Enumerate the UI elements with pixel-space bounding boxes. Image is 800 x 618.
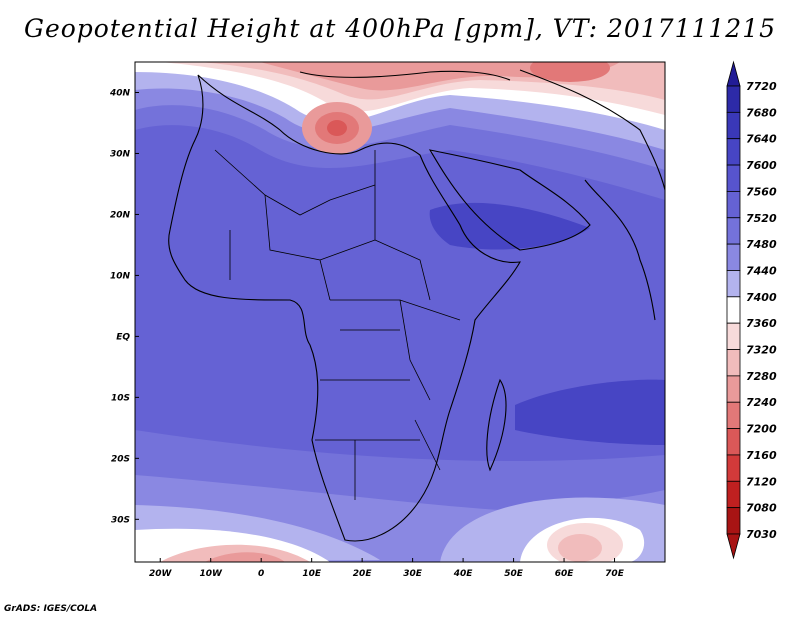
latitude-axis: 40N 30N 20N 10N EQ 10S 20S 30S (109, 88, 139, 525)
colorbar-bottom-arrow (726, 533, 741, 560)
colorbar-segment (726, 322, 741, 350)
colorbar-level-label: 7280 (746, 370, 777, 383)
lon-tick-label: 50E (504, 569, 524, 579)
country-borders (214, 149, 461, 500)
lat-tick-label: EQ (116, 332, 130, 342)
map-frame (134, 61, 666, 563)
colorbar-level-label: 7560 (746, 185, 777, 198)
lon-tick-label: 20W (149, 569, 173, 579)
lon-tick-label: 60E (555, 569, 575, 579)
lon-tick-label: 0 (258, 569, 264, 579)
lat-tick-label: 20N (110, 210, 131, 220)
colorbar-segment (726, 85, 741, 113)
colorbar-segment (726, 164, 741, 192)
colorbar-segment (726, 296, 741, 324)
colorbar-level-label: 7680 (746, 106, 777, 119)
colorbar-level-label: 7200 (746, 423, 777, 436)
grads-credit: GrADS: IGES/COLA (4, 604, 98, 614)
colorbar-level-label: 7030 (746, 528, 777, 541)
lon-tick-label: 70E (605, 569, 625, 579)
colorbar-level-label: 7400 (746, 291, 777, 304)
lon-tick-label: 30E (403, 569, 423, 579)
colorbar-segment (726, 401, 741, 429)
colorbar-level-label: 7520 (746, 212, 777, 225)
lon-tick-label: 20E (353, 569, 373, 579)
colorbar-level-label: 7240 (746, 396, 777, 409)
colorbar-level-label: 7440 (746, 264, 777, 277)
map-field (135, 62, 665, 562)
colorbar-level-label: 7160 (746, 449, 777, 462)
coastlines (168, 69, 665, 542)
lat-tick-label: 10S (111, 393, 130, 403)
colorbar-segment (726, 349, 741, 377)
colorbar-level-label: 7720 (746, 80, 777, 93)
colorbar-level-label: 7360 (746, 317, 777, 330)
page-title: Geopotential Height at 400hPa [gpm], VT:… (23, 14, 777, 43)
colorbar-level-label: 7480 (746, 238, 777, 251)
colorbar-segment (726, 191, 741, 219)
lon-tick-label: 40E (453, 569, 474, 579)
colorbar-level-label: 7120 (746, 475, 777, 488)
colorbar-segment (726, 507, 741, 535)
longitude-axis: 20W 10W 0 10E 20E 30E 40E 50E 60E 70E (149, 558, 625, 579)
colorbar-segment (726, 138, 741, 166)
colorbar-level-label: 7600 (746, 159, 777, 172)
colorbar-segment (726, 480, 741, 509)
colorbar-level-label: 7320 (746, 344, 777, 357)
lat-tick-label: 40N (109, 88, 131, 98)
colorbar: 7720 7680 7640 7600 7560 7520 7480 7440 7400 7360… (726, 60, 777, 560)
colorbar-segment (726, 428, 741, 456)
colorbar-segment (726, 375, 741, 403)
lat-tick-label: 20S (111, 454, 130, 464)
lon-tick-label: 10E (302, 569, 322, 579)
colorbar-segment (726, 270, 741, 298)
colorbar-level-label: 7640 (746, 133, 777, 146)
lat-tick-label: 10N (110, 271, 131, 281)
colorbar-top-arrow (726, 60, 741, 87)
colorbar-segment (726, 243, 741, 271)
lat-tick-label: 30S (111, 515, 130, 525)
lon-tick-label: 10W (199, 569, 223, 579)
colorbar-level-label: 7080 (746, 502, 777, 515)
colorbar-segment (726, 454, 741, 482)
colorbar-segment (726, 217, 741, 245)
lat-tick-label: 30N (110, 149, 131, 159)
colorbar-segment (726, 111, 741, 140)
